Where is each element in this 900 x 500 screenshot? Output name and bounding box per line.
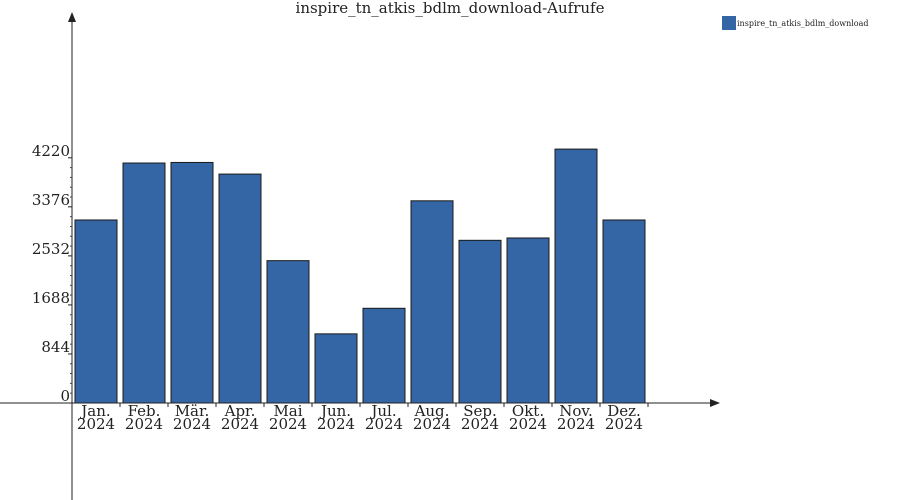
x-tick-label-5: Jun. 2024 [317,402,355,433]
bar-9 [506,237,550,404]
y-tick-label-3: 2532 [32,240,70,258]
x-tick-label-11: Dez. 2024 [605,402,643,433]
x-tick-label-2: Mär. 2024 [173,402,211,433]
x-tick-label-8: Sep. 2024 [461,402,499,433]
x-tick-label-1: Feb. 2024 [125,402,163,433]
y-tick-label-0: 0 [60,387,70,405]
x-tick-label-3: Apr. 2024 [221,402,259,433]
x-tick-label-9: Okt. 2024 [509,402,547,433]
y-tick-label-1: 844 [41,338,70,356]
bar-3 [218,173,262,404]
x-tick-label-10: Nov. 2024 [557,402,595,433]
bar-8 [458,239,502,404]
y-tick-label-2: 1688 [32,289,70,307]
bars-group [74,148,646,404]
legend-label: inspire_tn_atkis_bdlm_download [737,19,869,28]
bar-7 [410,200,454,404]
bar-5 [314,333,358,404]
x-tick-label-4: Mai 2024 [269,402,307,433]
x-tick-label-7: Aug. 2024 [413,402,451,433]
bar-1 [122,162,166,404]
y-tick-label-5: 4220 [32,142,70,160]
y-axis-arrow [68,12,76,22]
y-tick-label-4: 3376 [32,191,70,209]
bar-6 [362,307,406,404]
legend: inspire_tn_atkis_bdlm_download [722,16,869,30]
y-ticks-group: 0 844 1688 2532 3376 4220 [32,142,72,405]
x-ticks-group: Jan. 2024 Feb. 2024 Mär. 2024 Apr. 2024 Mai 2024 J… [71,402,649,433]
x-axis-arrow [710,399,720,407]
x-tick-label-6: Jul. 2024 [365,402,403,433]
bar-11 [602,219,646,404]
bar-2 [170,161,214,404]
bar-10 [554,148,598,404]
bar-0 [74,219,118,404]
x-tick-label-0: Jan. 2024 [77,402,115,433]
chart-title: inspire_tn_atkis_bdlm_download-Aufrufe [296,0,605,17]
legend-swatch [722,16,736,30]
bar-4 [266,260,310,404]
